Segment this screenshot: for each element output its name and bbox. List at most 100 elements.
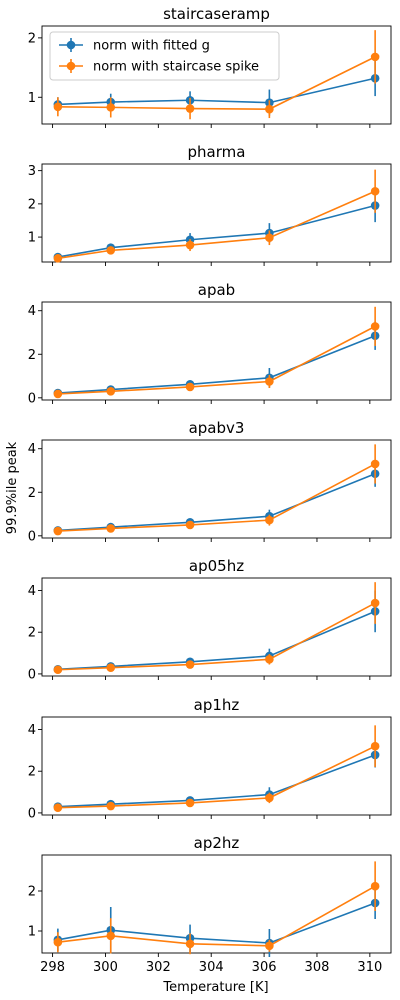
series-fitted-pharma <box>53 188 380 262</box>
y-tick-label-apab: 4 <box>28 304 36 319</box>
series-line <box>57 473 376 532</box>
legend-marker <box>66 61 76 71</box>
data-point <box>370 459 380 469</box>
series-spike-pharma <box>53 169 380 263</box>
x-tick-label: 300 <box>93 960 118 975</box>
y-tick-label-staircaseramp: 2 <box>28 31 36 46</box>
data-point <box>53 803 63 813</box>
series-spike-apab <box>53 306 380 399</box>
data-point <box>53 389 63 399</box>
panel-title-ap1hz: ap1hz <box>194 696 240 714</box>
x-tick-label: 304 <box>199 960 224 975</box>
axes-frame-apabv3 <box>41 439 392 539</box>
legend-entry-spike: norm with staircase spike <box>59 59 259 75</box>
y-tick-label-ap05hz: 2 <box>28 626 36 641</box>
panel-apabv3: apabv3 0 2 4 <box>28 419 392 544</box>
panel-ap2hz: ap2hz 298 300 302 304 306 308 310 1 2 <box>28 834 392 975</box>
series-spike-ap2hz <box>53 861 380 955</box>
data-point <box>53 665 63 675</box>
legend-label: norm with fitted g <box>93 39 210 54</box>
panel-title-staircaseramp: staircaseramp <box>163 5 270 23</box>
series-line <box>57 885 376 947</box>
y-tick-label-ap1hz: 0 <box>28 806 36 821</box>
data-point <box>106 524 116 533</box>
panel-title-apab: apab <box>198 281 235 299</box>
series-line <box>57 610 376 671</box>
y-tick-label-ap1hz: 4 <box>28 723 36 738</box>
data-point <box>265 515 274 525</box>
legend: norm with fitted g norm with staircase sp… <box>49 31 280 81</box>
series-fitted-apab <box>53 321 380 398</box>
panel-title-apabv3: apabv3 <box>189 419 245 437</box>
data-point <box>185 240 195 250</box>
panel-title-pharma: pharma <box>188 143 246 161</box>
panel-ap05hz: ap05hz 0 2 4 <box>28 557 392 682</box>
y-tick-label-apab: 0 <box>28 391 36 406</box>
series-line <box>57 77 376 106</box>
series-fitted-ap05hz <box>53 590 380 674</box>
data-point <box>185 382 195 392</box>
data-point <box>106 801 116 811</box>
data-point <box>370 322 380 331</box>
series-spike-ap05hz <box>53 582 380 675</box>
axes-frame-ap05hz <box>41 577 392 677</box>
data-point <box>370 186 380 196</box>
series-spike-ap1hz <box>53 725 380 813</box>
data-point <box>106 931 116 941</box>
data-point <box>185 104 195 113</box>
data-point <box>106 663 116 672</box>
axes-frame-apab <box>41 301 392 401</box>
y-tick-label-staircaseramp: 1 <box>28 91 36 106</box>
data-point <box>185 660 195 669</box>
data-point <box>53 102 63 112</box>
y-tick-label-pharma: 1 <box>28 231 36 246</box>
series-spike-apabv3 <box>53 444 380 536</box>
data-point <box>265 655 274 664</box>
data-point <box>53 254 63 263</box>
data-point <box>265 233 274 243</box>
y-tick-label-ap05hz: 4 <box>28 584 36 599</box>
legend-marker <box>66 40 76 50</box>
axes-frame-staircaseramp <box>41 25 392 125</box>
legend-label: norm with staircase spike <box>93 60 259 75</box>
panel-title-ap2hz: ap2hz <box>194 834 240 852</box>
series-line <box>57 204 376 258</box>
data-point <box>370 741 380 751</box>
legend-entry-fitted: norm with fitted g <box>59 38 210 54</box>
data-point <box>53 526 63 536</box>
y-tick-label-apabv3: 4 <box>28 442 36 457</box>
x-tick-label: 302 <box>146 960 171 975</box>
panel-title-ap05hz: ap05hz <box>189 557 244 575</box>
axes-frame-ap2hz <box>41 854 392 954</box>
data-point <box>106 103 116 112</box>
y-tick-label-apabv3: 2 <box>28 486 36 501</box>
panel-staircaseramp: staircaseramp 1 2 <box>28 5 392 128</box>
y-tick-label-pharma: 3 <box>28 164 36 179</box>
panel-pharma: pharma 1 2 3 <box>28 143 392 266</box>
y-tick-label-apab: 2 <box>28 348 36 363</box>
data-point <box>106 246 116 255</box>
y-tick-label-apabv3: 0 <box>28 529 36 544</box>
y-axis-label: 99.9%ile peak <box>5 441 20 534</box>
x-tick-label: 298 <box>40 960 65 975</box>
series-fitted-ap2hz <box>53 887 380 957</box>
x-tick-label: 308 <box>305 960 330 975</box>
panel-ap1hz: ap1hz 0 2 4 <box>28 696 392 821</box>
x-tick-label: 310 <box>357 960 382 975</box>
data-point <box>106 386 116 396</box>
legend-frame <box>49 31 280 81</box>
data-point <box>265 793 274 803</box>
y-tick-label-ap05hz: 0 <box>28 667 36 682</box>
x-axis-label: Temperature [K] <box>162 980 268 995</box>
axes-frame-ap1hz <box>41 716 392 816</box>
y-tick-label-ap2hz: 2 <box>28 885 36 900</box>
data-point <box>185 520 195 530</box>
data-point <box>185 798 195 808</box>
data-point <box>265 104 274 114</box>
data-point <box>370 52 380 62</box>
series-spike-staircaseramp <box>53 30 380 120</box>
panels: staircaseramp 1 2 pharma 1 2 3 apab 0 2 4 apabv3 0 2 4… <box>28 5 392 975</box>
y-tick-label-ap1hz: 2 <box>28 765 36 780</box>
y-tick-label-pharma: 2 <box>28 197 36 212</box>
